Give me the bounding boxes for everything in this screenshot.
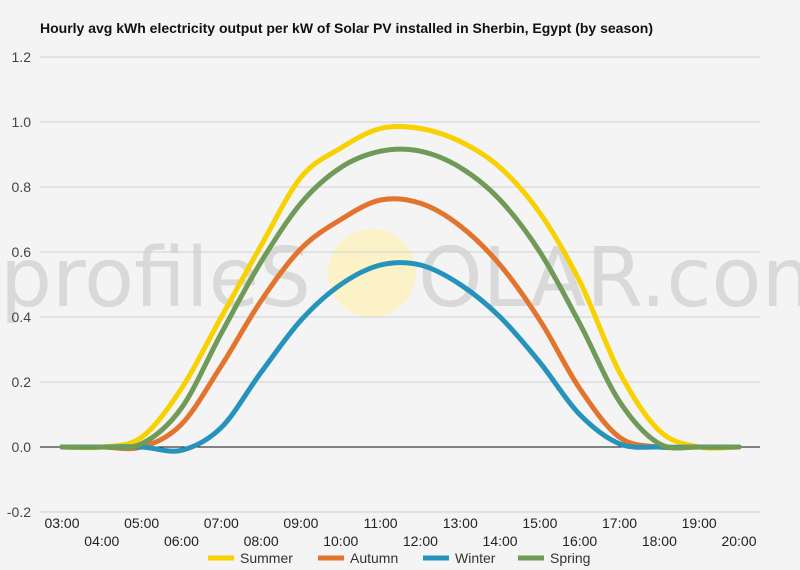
y-tick-label: 0.0 xyxy=(12,439,32,455)
grid-lines xyxy=(40,56,760,513)
x-tick-label: 04:00 xyxy=(84,533,119,549)
x-tick-label: 17:00 xyxy=(602,515,637,531)
x-tick-label: 19:00 xyxy=(682,515,717,531)
x-tick-label: 06:00 xyxy=(164,533,199,549)
watermark-sun-icon xyxy=(328,229,416,317)
x-tick-label: 15:00 xyxy=(522,515,557,531)
series-line-autumn xyxy=(59,196,742,452)
legend-label-autumn: Autumn xyxy=(350,550,398,566)
watermark-logo: profileS OLAR.com xyxy=(0,229,800,326)
legend-label-summer: Summer xyxy=(240,550,293,566)
x-tick-label: 09:00 xyxy=(283,515,318,531)
series-line-spring xyxy=(59,146,742,451)
y-tick-label: 1.2 xyxy=(12,49,32,65)
y-tick-label: 0.6 xyxy=(12,244,32,260)
chart-title: Hourly avg kWh electricity output per kW… xyxy=(40,20,653,36)
y-tick-label: 0.4 xyxy=(12,309,32,325)
series-line-summer xyxy=(59,123,742,451)
y-tick-label: 0.2 xyxy=(12,374,32,390)
legend: Summer Autumn Winter Spring xyxy=(208,550,590,566)
x-tick-label: 14:00 xyxy=(483,533,518,549)
x-tick-label: 13:00 xyxy=(443,515,478,531)
x-tick-label: 20:00 xyxy=(721,533,756,549)
x-tick-label: 18:00 xyxy=(642,533,677,549)
x-tick-label: 05:00 xyxy=(124,515,159,531)
legend-label-spring: Spring xyxy=(550,550,590,566)
y-tick-label: -0.2 xyxy=(7,504,31,520)
x-tick-label: 11:00 xyxy=(364,515,398,531)
watermark-text: profileS xyxy=(0,231,311,326)
x-tick-label: 03:00 xyxy=(44,515,79,531)
x-tick-label: 10:00 xyxy=(323,533,358,549)
y-tick-label: 1.0 xyxy=(12,114,32,130)
series-lines xyxy=(59,123,742,454)
x-tick-label: 16:00 xyxy=(562,533,597,549)
watermark-text: OLAR.com xyxy=(418,231,800,326)
x-tick-label: 12:00 xyxy=(403,533,438,549)
series-line-winter xyxy=(59,260,742,454)
legend-label-winter: Winter xyxy=(455,550,496,566)
y-axis-ticks: -0.2 0.0 0.2 0.4 0.6 0.8 1.0 1.2 xyxy=(7,49,31,520)
x-tick-label: 07:00 xyxy=(204,515,239,531)
y-tick-label: 0.8 xyxy=(12,179,32,195)
x-tick-label: 08:00 xyxy=(244,533,279,549)
